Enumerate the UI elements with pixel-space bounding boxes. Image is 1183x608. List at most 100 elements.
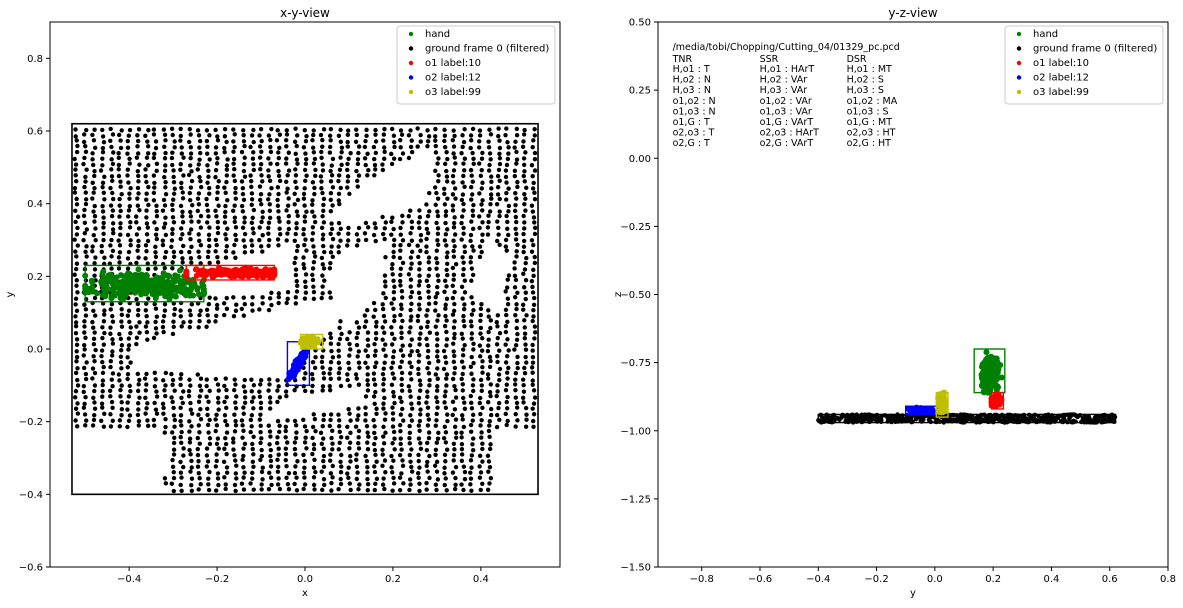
ground-point	[434, 395, 438, 399]
ground-point	[206, 400, 210, 404]
ground-point	[339, 140, 343, 144]
ground-point	[363, 348, 367, 352]
ground-point	[443, 453, 447, 457]
ground-point	[506, 186, 510, 190]
ground-point	[445, 196, 449, 200]
ground-point	[409, 365, 413, 369]
ground-point	[425, 308, 429, 312]
ground-point	[383, 255, 387, 259]
ground-point	[399, 267, 403, 271]
ground-point	[460, 214, 464, 218]
ground-point	[310, 452, 314, 456]
ground-point	[73, 314, 77, 318]
ground-point	[162, 225, 166, 229]
ground-point	[355, 336, 359, 340]
ground-point	[214, 238, 218, 242]
ground-point	[224, 452, 228, 456]
object-point	[133, 273, 139, 279]
ground-point	[419, 238, 423, 242]
ground-point	[277, 227, 281, 231]
ground-point	[374, 139, 378, 143]
ground-point	[453, 366, 457, 370]
ground-point	[303, 128, 307, 132]
ground-point	[117, 266, 121, 270]
ground-point	[321, 237, 325, 241]
ground-point	[108, 186, 112, 190]
ground-point	[240, 458, 244, 462]
ground-point	[119, 355, 123, 359]
ground-point	[444, 284, 448, 288]
ground-point	[144, 249, 148, 253]
ground-point	[269, 464, 273, 468]
ground-point	[322, 127, 326, 131]
ground-point	[216, 226, 220, 230]
ground-point	[101, 365, 105, 369]
ground-point	[178, 419, 182, 423]
object-point	[151, 279, 157, 285]
ground-point	[144, 372, 148, 376]
ground-point	[311, 377, 315, 381]
ground-point	[197, 157, 201, 161]
ground-point	[530, 343, 534, 347]
ground-point	[231, 436, 235, 440]
ground-point	[206, 249, 210, 253]
ground-point	[161, 330, 165, 334]
ground-point	[252, 383, 256, 387]
ground-point	[400, 360, 404, 364]
ground-point	[435, 400, 439, 404]
ground-point	[531, 383, 535, 387]
ground-point	[75, 337, 79, 341]
ground-point	[223, 436, 227, 440]
ground-point	[311, 244, 315, 248]
ground-point	[189, 424, 193, 428]
ground-point	[233, 483, 237, 487]
ground-point	[443, 238, 447, 242]
ground-point	[313, 366, 317, 370]
ground-point	[205, 446, 209, 450]
ground-point	[451, 312, 455, 316]
ground-point	[240, 482, 244, 486]
ground-point	[136, 413, 140, 417]
ground-point	[83, 231, 87, 235]
ground-point	[241, 454, 245, 458]
ground-point	[346, 157, 350, 161]
ground-point	[468, 470, 472, 474]
ground-point	[443, 162, 447, 166]
ground-point	[336, 342, 340, 346]
ground-point	[206, 430, 210, 434]
ground-point	[480, 198, 484, 202]
ground-point	[163, 302, 167, 306]
ground-point	[259, 482, 263, 486]
ground-point	[222, 447, 226, 451]
ground-point	[870, 416, 874, 420]
ground-point	[392, 394, 396, 398]
ground-point	[339, 470, 343, 474]
ground-point	[452, 447, 456, 451]
ground-point	[136, 174, 140, 178]
ground-point	[495, 360, 499, 364]
ground-point	[471, 227, 475, 231]
ground-point	[514, 249, 518, 253]
ground-point	[471, 436, 475, 440]
ground-point	[172, 413, 176, 417]
ground-point	[161, 238, 165, 242]
ground-point	[372, 431, 376, 435]
ground-point	[144, 388, 148, 392]
ground-point	[162, 175, 166, 179]
ground-point	[498, 179, 502, 183]
ground-point	[84, 128, 88, 132]
ground-point	[92, 413, 96, 417]
ground-point	[136, 372, 140, 376]
ground-point	[486, 470, 490, 474]
ground-point	[319, 150, 323, 154]
ground-point	[91, 423, 95, 427]
ground-point	[250, 389, 254, 393]
ground-point	[392, 145, 396, 149]
ground-point	[366, 488, 370, 492]
ground-point	[233, 186, 237, 190]
ground-point	[321, 424, 325, 428]
ground-point	[380, 162, 384, 166]
ground-point	[513, 169, 517, 173]
ground-point	[522, 202, 526, 206]
